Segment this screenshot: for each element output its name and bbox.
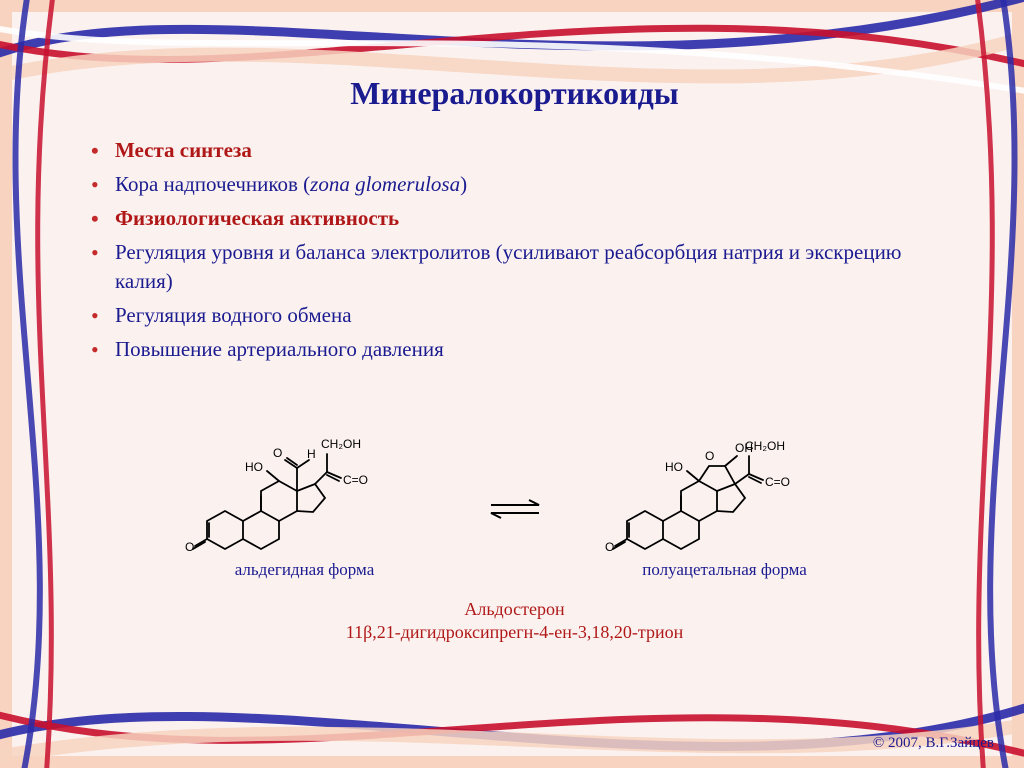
svg-text:O: O (605, 540, 614, 554)
bullet-list: Места синтеза Кора надпочечников (zona gl… (87, 136, 954, 364)
molecule-hemiacetal: O HO O OH CH₂OH C=O (605, 386, 845, 556)
figure-left: O HO O H CH₂OH C=O альдегидная форма (185, 386, 425, 580)
svg-text:C=O: C=O (343, 473, 368, 487)
bullet-item: Физиологическая активность (87, 204, 954, 233)
svg-text:CH₂OH: CH₂OH (745, 439, 785, 453)
figures-row: O HO O H CH₂OH C=O альдегидная форма (75, 386, 954, 580)
bullet-item: Регуляция водного обмена (87, 301, 954, 330)
bullet-item: Повышение артериального давления (87, 335, 954, 364)
footer-copyright: © 2007, В.Г.Зайцев (873, 735, 994, 752)
bullet-item: Места синтеза (87, 136, 954, 165)
figure-right-label: полуацетальная форма (642, 560, 807, 580)
bullet-item: Кора надпочечников (zona glomerulosa) (87, 170, 954, 199)
compound-iupac: 11β,21-дигидроксипрегн-4-ен-3,18,20-трио… (75, 621, 954, 644)
compound-block: Альдостерон 11β,21-дигидроксипрегн-4-ен-… (75, 598, 954, 645)
svg-text:O: O (273, 446, 282, 460)
figure-right: O HO O OH CH₂OH C=O полуацетальная форма (605, 386, 845, 580)
svg-text:O: O (185, 540, 194, 554)
bullet-item: Регуляция уровня и баланса электролитов … (87, 238, 954, 296)
svg-text:HO: HO (245, 460, 263, 474)
slide-title: Минералокортикоиды (75, 75, 954, 112)
svg-text:H: H (307, 447, 316, 461)
svg-text:C=O: C=O (765, 475, 790, 489)
svg-text:HO: HO (665, 460, 683, 474)
svg-text:CH₂OH: CH₂OH (321, 437, 361, 451)
molecule-aldehyde: O HO O H CH₂OH C=O (185, 386, 425, 556)
equilibrium-arrow (485, 386, 545, 580)
svg-text:O: O (705, 449, 714, 463)
compound-name: Альдостерон (75, 598, 954, 621)
figure-left-label: альдегидная форма (235, 560, 375, 580)
